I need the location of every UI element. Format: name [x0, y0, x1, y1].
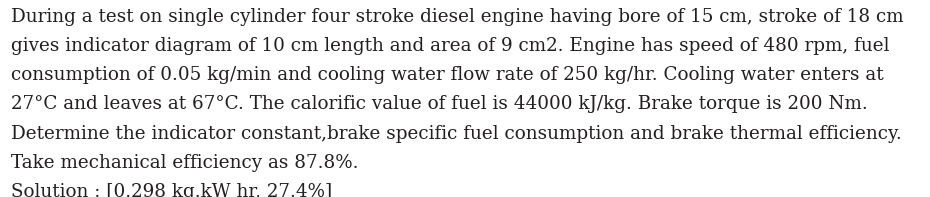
Text: 27°C and leaves at 67°C. The calorific value of fuel is 44000 kJ/kg. Brake torqu: 27°C and leaves at 67°C. The calorific v…	[11, 95, 868, 113]
Text: Take mechanical efficiency as 87.8%.: Take mechanical efficiency as 87.8%.	[11, 154, 359, 172]
Text: consumption of 0.05 kg/min and cooling water flow rate of 250 kg/hr. Cooling wat: consumption of 0.05 kg/min and cooling w…	[11, 66, 883, 84]
Text: gives indicator diagram of 10 cm length and area of 9 cm2. Engine has speed of 4: gives indicator diagram of 10 cm length …	[11, 37, 890, 55]
Text: Solution : [0.298 kg.kW hr, 27.4%]: Solution : [0.298 kg.kW hr, 27.4%]	[11, 183, 332, 197]
Text: Determine the indicator constant,brake specific fuel consumption and brake therm: Determine the indicator constant,brake s…	[11, 125, 902, 142]
Text: During a test on single cylinder four stroke diesel engine having bore of 15 cm,: During a test on single cylinder four st…	[11, 8, 904, 26]
